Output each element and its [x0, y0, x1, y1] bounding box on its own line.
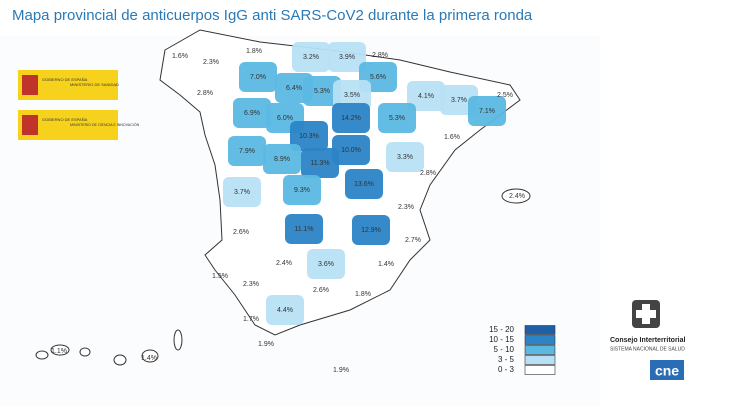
legend-swatch: [524, 335, 556, 345]
province-label: 4.4%: [277, 307, 293, 314]
province-fill: [307, 249, 345, 279]
province-label: 1.4%: [141, 355, 157, 362]
province-fill: [263, 144, 301, 174]
province-label: 1.6%: [172, 53, 188, 60]
province-label: 13.6%: [354, 181, 374, 188]
province-label: 7.1%: [479, 108, 495, 115]
province-label: 3.7%: [451, 97, 467, 104]
province-label: 6.9%: [244, 110, 260, 117]
province-layer: 1.6% 1.8% 2.3% 2.8% 7.0% 3.2% 3.9% 2.8% 6.4% 5.3%…: [51, 42, 525, 374]
province-label: 1.6%: [444, 134, 460, 141]
logo-text: MINISTERIO DE CIENCIA E INNOVACIÓN: [70, 122, 140, 127]
province-label: 4.1%: [418, 93, 434, 100]
province-fill: [290, 121, 328, 151]
province-label: 3.6%: [318, 261, 334, 268]
province-label: 1.9%: [333, 367, 349, 374]
logo-text: SISTEMA NACIONAL DE SALUD: [610, 346, 685, 352]
province-label: 3.2%: [303, 54, 319, 61]
logo-text: cne: [655, 363, 679, 379]
province-fill: [386, 142, 424, 172]
title: Mapa provincial de anticuerpos IgG anti …: [12, 7, 533, 24]
province-label: 2.4%: [509, 193, 525, 200]
province-label: 10.3%: [299, 133, 319, 140]
province-label: 3.7%: [234, 189, 250, 196]
province-fill: [301, 148, 339, 178]
province-label: 6.0%: [277, 115, 293, 122]
province-fill: [332, 135, 370, 165]
logo-text: MINISTERIO DE SANIDAD: [70, 82, 119, 87]
province-label: 1.7%: [243, 316, 259, 323]
province-fill: [407, 81, 445, 111]
province-fill: [332, 103, 370, 133]
province-label: 7.0%: [250, 74, 266, 81]
province-label: 11.1%: [294, 226, 313, 233]
balearic-islands: [501, 188, 531, 204]
province-label: 1.1%: [51, 348, 67, 355]
ministry-logo: GOBIERNO DE ESPAÑA MINISTERIO DE SANIDAD…: [18, 70, 140, 140]
legend-label: 5 - 10: [494, 345, 515, 354]
province-label: 2.5%: [497, 92, 513, 99]
province-label: 2.6%: [313, 287, 329, 294]
province-label: 8.9%: [274, 156, 290, 163]
canary-islands: [35, 329, 183, 366]
province-fill: [228, 136, 266, 166]
province-fill: [303, 76, 341, 106]
legend-swatch: [524, 325, 556, 335]
province-label: 11.3%: [310, 160, 329, 167]
legend-swatch: [524, 365, 556, 375]
province-label: 14.2%: [341, 115, 361, 122]
province-fill: [378, 103, 416, 133]
province-label: 2.8%: [420, 170, 436, 177]
legend-swatch: [524, 345, 556, 355]
province-label: 10.0%: [341, 147, 361, 154]
province-label: 7.9%: [239, 148, 255, 155]
province-label: 3.9%: [339, 54, 355, 61]
legend-label: 15 - 20: [489, 325, 514, 334]
province-fill: [328, 42, 366, 72]
logo-text: Consejo Interterritorial: [610, 337, 686, 344]
province-fill: [292, 42, 330, 72]
province-label: 2.3%: [398, 204, 414, 211]
legend-label: 0 - 3: [498, 365, 515, 374]
province-label: 5.6%: [370, 74, 386, 81]
logo-text: GOBIERNO DE ESPAÑA: [42, 117, 88, 122]
province-fill: [233, 98, 271, 128]
province-fill: [285, 214, 323, 244]
province-fill: [223, 177, 261, 207]
province-fill: [345, 169, 383, 199]
province-fill: [239, 62, 277, 92]
province-label: 6.4%: [286, 85, 302, 92]
province-label: 5.3%: [314, 88, 330, 95]
logo-text: GOBIERNO DE ESPAÑA: [42, 77, 88, 82]
province-label: 1.5%: [212, 273, 228, 280]
province-label: 2.3%: [243, 281, 259, 288]
council-logo: Consejo Interterritorial SISTEMA NACIONA…: [610, 300, 686, 380]
province-label: 2.8%: [372, 52, 388, 59]
province-fill: [333, 80, 371, 110]
province-label: 2.4%: [276, 260, 292, 267]
province-label: 12.9%: [361, 227, 381, 234]
province-label: 3.3%: [397, 154, 413, 161]
province-label: 3.5%: [344, 92, 360, 99]
province-label: 1.9%: [258, 341, 274, 348]
province-fill: [283, 175, 321, 205]
legend-label: 3 - 5: [498, 355, 515, 364]
province-label: 2.3%: [203, 59, 219, 66]
legend-swatch: [524, 355, 556, 365]
province-label: 2.7%: [405, 237, 421, 244]
province-fill: [266, 295, 304, 325]
province-label: 1.8%: [246, 48, 262, 55]
province-label: 9.3%: [294, 187, 310, 194]
province-label: 2.8%: [197, 90, 213, 97]
province-fill: [352, 215, 390, 245]
province-label: 1.8%: [355, 291, 371, 298]
province-label: 1.4%: [378, 261, 394, 268]
legend-label: 10 - 15: [489, 335, 514, 344]
province-fill: [468, 96, 506, 126]
province-label: 5.3%: [389, 115, 405, 122]
province-label: 2.6%: [233, 229, 249, 236]
